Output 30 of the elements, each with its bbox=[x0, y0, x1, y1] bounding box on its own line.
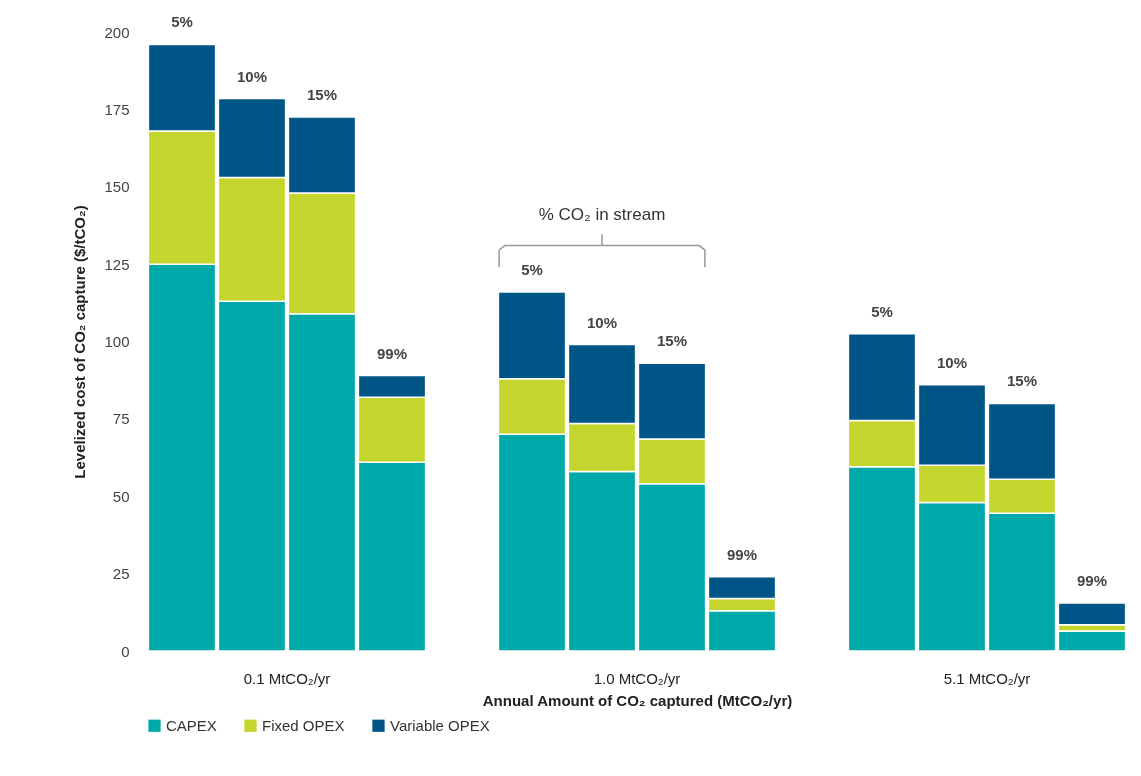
x-tick-label: 5% bbox=[171, 13, 193, 31]
text: 1.0 MtCO₂/yr bbox=[593, 670, 681, 687]
text: 0.1 MtCO₂/yr bbox=[243, 670, 331, 687]
x-tick-label: 99% bbox=[1076, 572, 1108, 590]
y-tick-label: 125 bbox=[104, 255, 130, 273]
y-axis-title: Levelized cost of CO₂ capture ($/tCO₂) bbox=[71, 205, 89, 479]
y-tick-label: 175 bbox=[104, 100, 130, 118]
y-tick-label: 25 bbox=[112, 565, 130, 583]
y-tick-label: 200 bbox=[104, 23, 130, 41]
x-tick-label: 5% bbox=[871, 302, 893, 320]
text: 5.1 MtCO₂/yr bbox=[943, 670, 1031, 687]
x-tick-label: 10% bbox=[936, 353, 968, 371]
legend-label: Fixed OPEX bbox=[262, 716, 345, 734]
x-tick-label: 10% bbox=[236, 67, 268, 85]
annotation: % CO₂ in stream bbox=[538, 204, 666, 224]
x-tick-label: 15% bbox=[656, 332, 688, 350]
x-tick-label: 5% bbox=[521, 260, 543, 278]
legend-label: Variable OPEX bbox=[390, 716, 490, 734]
x-tick-label: 99% bbox=[726, 545, 758, 563]
y-tick-label: 150 bbox=[104, 178, 130, 196]
x-tick-label: 15% bbox=[306, 86, 338, 104]
y-tick-label: 0 bbox=[121, 642, 130, 660]
y-tick-label: 75 bbox=[112, 410, 130, 428]
legend-label: CAPEX bbox=[166, 716, 217, 734]
x-tick-label: 10% bbox=[586, 313, 618, 331]
x-tick-label: 99% bbox=[376, 344, 408, 362]
x-tick-label: 15% bbox=[1006, 372, 1038, 390]
y-tick-label: 50 bbox=[112, 487, 130, 505]
x-axis-title: Annual Amount of CO₂ captured (MtCO₂/yr) bbox=[482, 691, 793, 709]
y-tick-label: 100 bbox=[104, 333, 130, 350]
